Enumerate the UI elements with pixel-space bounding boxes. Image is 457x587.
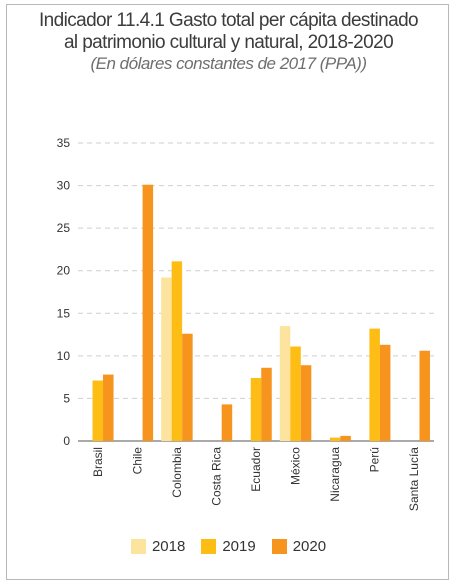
legend-item: 2020 (271, 538, 327, 555)
bar (379, 344, 391, 441)
legend-item: 2019 (201, 538, 256, 555)
legend-label: 2019 (222, 538, 256, 555)
bar (171, 261, 183, 441)
bar (182, 333, 193, 441)
bar (300, 365, 312, 441)
y-tick-label: 20 (57, 264, 71, 278)
x-tick-label: Chile (130, 447, 144, 475)
x-tick-label: Nicaragua (328, 447, 342, 502)
bar (103, 374, 114, 441)
legend-label: 2018 (151, 538, 186, 555)
legend-label: 2020 (292, 538, 327, 555)
chart-subtitle: (En dólares constantes de 2017 (PPA)) (90, 54, 367, 73)
x-tick-label: Santa Lucía (407, 447, 421, 511)
x-tick-label: Ecuador (249, 447, 263, 492)
x-tick-label: Brasil (91, 447, 105, 477)
legend-swatch (271, 539, 287, 554)
bar (250, 377, 262, 441)
bar (261, 367, 272, 441)
y-tick-label: 5 (63, 391, 70, 405)
chart-title: Indicador 11.4.1 Gasto total per cápita … (0, 10, 457, 54)
chart-title-line-1: Indicador 11.4.1 Gasto total per cápita … (38, 10, 419, 31)
bar (221, 404, 233, 441)
chart-legend: 2018 2019 2020 (0, 538, 457, 555)
legend-swatch (201, 539, 217, 554)
legend-swatch (130, 539, 146, 554)
bar (161, 277, 172, 441)
y-tick-label: 10 (57, 349, 71, 363)
x-tick-label: México (289, 447, 303, 485)
y-tick-label: 25 (57, 221, 71, 235)
bar (329, 437, 341, 441)
bar (142, 184, 154, 441)
chart-frame (6, 4, 449, 580)
bar (290, 346, 301, 441)
chart-title-line-2: al patrimonio cultural y natural, 2018-2… (63, 32, 394, 53)
x-tick-label: Colombia (170, 447, 184, 498)
y-tick-label: 35 (57, 136, 71, 150)
legend-item: 2018 (130, 538, 186, 555)
bar (279, 326, 291, 441)
y-tick-label: 30 (57, 179, 71, 193)
y-tick-label: 0 (63, 434, 70, 448)
x-tick-label: Perú (368, 447, 382, 472)
bar (369, 328, 380, 441)
bar (340, 435, 351, 441)
x-tick-label: Costa Rica (209, 447, 223, 506)
bar (92, 380, 104, 441)
y-tick-label: 15 (57, 306, 71, 320)
bar (419, 350, 430, 441)
